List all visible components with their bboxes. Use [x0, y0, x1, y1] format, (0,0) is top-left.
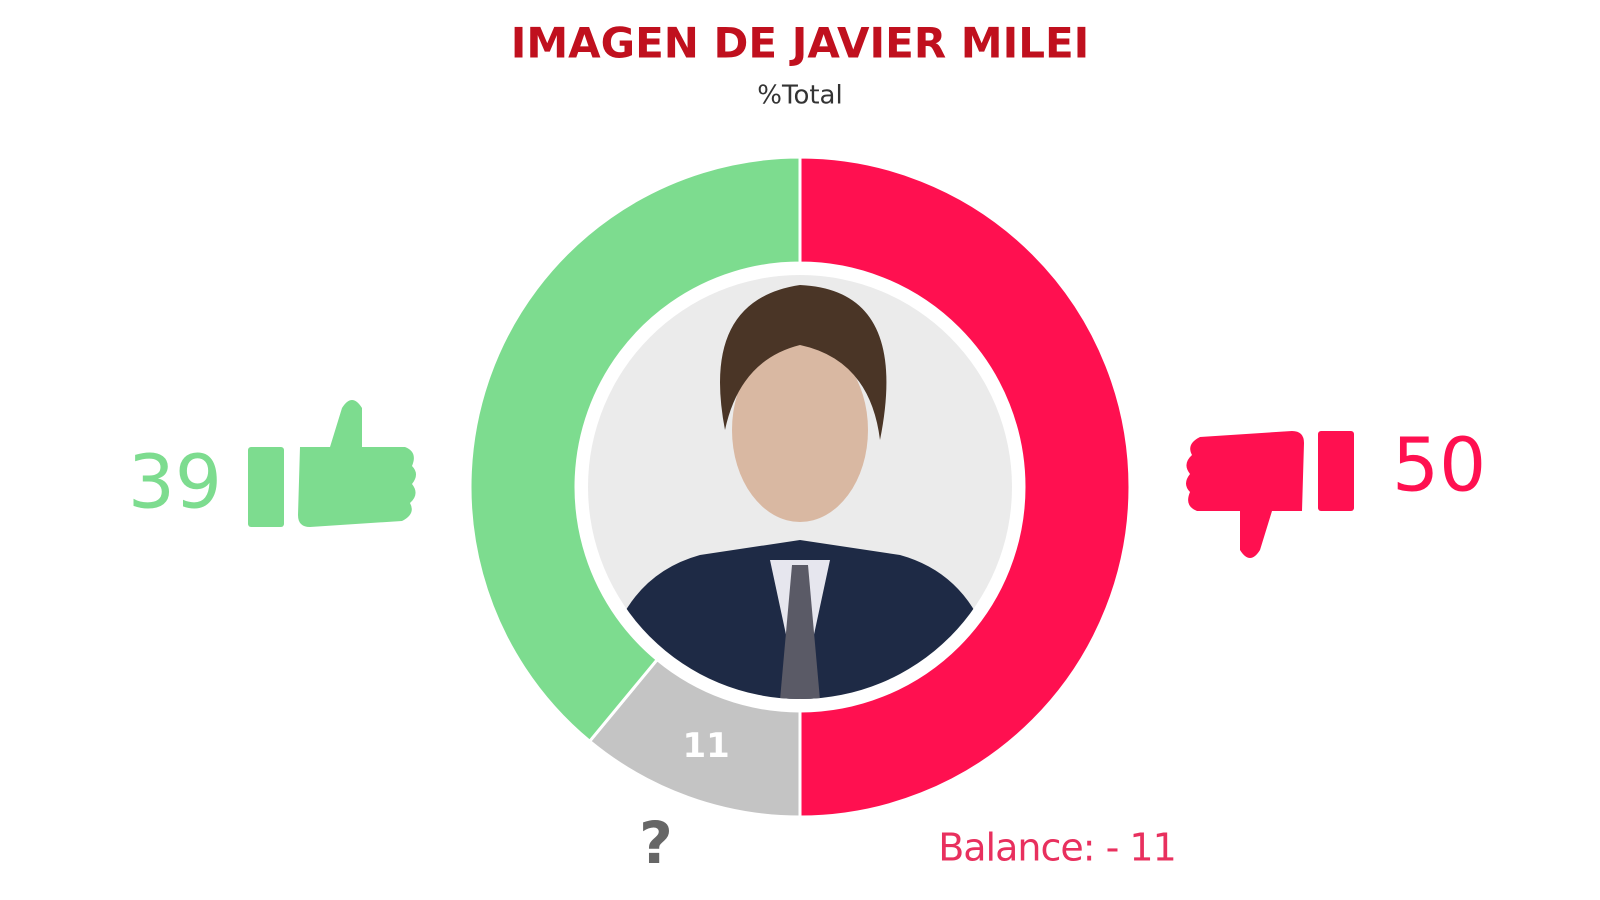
- value-label: 11: [683, 726, 730, 766]
- portrait: [588, 275, 1012, 699]
- category-label: ?: [639, 809, 673, 877]
- donut-slice: [798, 155, 1132, 819]
- thumbs-up-icon: [248, 400, 416, 527]
- chart-title: IMAGEN DE JAVIER MILEI: [511, 19, 1090, 68]
- chart-subtitle: %Total: [757, 81, 842, 111]
- thumbs-down-icon: [1186, 431, 1354, 558]
- value-label: 50: [1392, 423, 1486, 509]
- annotation: Balance: - 11: [938, 826, 1176, 870]
- donut-slice: [468, 155, 802, 744]
- value-label: 39: [128, 440, 222, 526]
